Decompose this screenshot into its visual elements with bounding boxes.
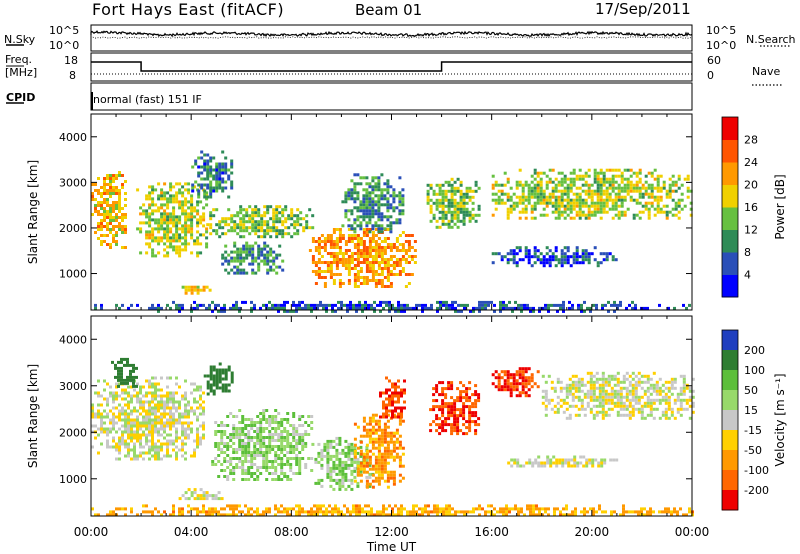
velocity-colorbar-tick-5: -50 (744, 444, 762, 457)
power-ytick-label-2: 3000 (59, 176, 87, 189)
power-colorbar-tick-4: 20 (744, 179, 758, 192)
nsearch-line (90, 36, 692, 39)
velocity-ytick-label-0: 1000 (59, 473, 87, 486)
velocity-ytick-label-1: 2000 (59, 426, 87, 439)
velocity-colorbar-segment-7 (722, 470, 738, 491)
n-tick-bottom-right: 10^0 (706, 39, 737, 52)
xtick-label-1: 04:00 (174, 525, 209, 539)
velocity-colorbar-segment-1 (722, 350, 738, 371)
power-colorbar-segment-5 (722, 162, 738, 185)
velocity-ytick-label-2: 3000 (59, 380, 87, 393)
power-colorbar-segment-1 (722, 252, 738, 275)
power-colorbar-frame (721, 116, 739, 298)
velocity-colorbar-label: Velocity [m s⁻¹] (773, 373, 787, 466)
velocity-ylabel: Slant Range [km] (26, 364, 40, 468)
power-colorbar-tick-0: 4 (744, 269, 751, 282)
velocity-ytick-label-3: 4000 (59, 333, 87, 346)
velocity-colorbar-tick-1: 100 (744, 364, 765, 377)
freq-unit: [MHz] (5, 66, 38, 79)
nave-tick-top: 60 (707, 54, 721, 67)
cpid-label: CPID (6, 91, 36, 104)
velocity-colorbar-tick-3: 15 (744, 404, 758, 417)
freq-label: Freq. (5, 53, 33, 66)
velocity-colorbar-tick-7: -200 (744, 484, 769, 497)
velocity-colorbar-segment-8 (722, 490, 738, 511)
nave-tick-bottom: 0 (707, 69, 714, 82)
cpid-panel (90, 82, 693, 111)
velocity-colorbar-tick-0: 200 (744, 344, 765, 357)
cpid-text: normal (fast) 151 IF (93, 93, 202, 106)
nsearch-label: N.Search (746, 33, 796, 46)
nave-label: Nave (752, 65, 781, 78)
beam-label: Beam 01 (355, 1, 423, 19)
power-colorbar-tick-2: 12 (744, 224, 758, 237)
power-colorbar-tick-6: 28 (744, 134, 758, 147)
power-colorbar-tick-5: 24 (744, 156, 758, 169)
xtick-label-0: 00:00 (74, 525, 109, 539)
n-tick-top-right: 10^5 (706, 24, 737, 37)
velocity-colorbar-segment-6 (722, 450, 738, 471)
velocity-colorbar-tick-2: 50 (744, 384, 758, 397)
power-colorbar-segment-7 (722, 117, 738, 140)
n-tick-top-left: 10^5 (49, 24, 80, 37)
velocity-colorbar-tick-6: -100 (744, 464, 769, 477)
velocity-colorbar-segment-0 (722, 330, 738, 351)
power-ytick-label-0: 1000 (59, 268, 87, 281)
xtick-label-4: 16:00 (474, 525, 509, 539)
power-ytick-label-1: 2000 (59, 222, 87, 235)
chart-title: Fort Hays East (fitACF) (92, 0, 285, 19)
date-label: 17/Sep/2011 (595, 0, 691, 18)
velocity-colorbar-segment-2 (722, 370, 738, 391)
velocity-colorbar-segment-5 (722, 430, 738, 451)
velocity-colorbar-segment-3 (722, 390, 738, 411)
freq-panel (90, 52, 693, 82)
xlabel: Time UT (366, 540, 417, 554)
nsky-label: N.Sky (4, 33, 36, 46)
velocity-colorbar-segment-4 (722, 410, 738, 431)
power-colorbar-tick-1: 8 (744, 246, 751, 259)
power-colorbar-segment-4 (722, 184, 738, 208)
freq-tick-bottom: 8 (69, 69, 76, 82)
power-colorbar-segment-6 (722, 139, 738, 163)
xtick-label-6: 00:00 (675, 525, 710, 539)
freq-line (91, 61, 692, 72)
xtick-label-2: 08:00 (274, 525, 309, 539)
power-ylabel: Slant Range [km] (26, 160, 40, 264)
power-colorbar-segment-2 (722, 229, 738, 253)
power-colorbar-segment-0 (722, 274, 738, 298)
power-colorbar-label: Power [dB] (773, 174, 787, 239)
n-tick-bottom-left: 10^0 (49, 39, 80, 52)
velocity-colorbar-tick-4: -15 (744, 424, 762, 437)
power-ytick-label-3: 4000 (59, 131, 87, 144)
heatmap-power (91, 150, 693, 313)
power-colorbar-tick-3: 16 (744, 201, 758, 214)
power-colorbar-segment-3 (722, 207, 738, 230)
freq-tick-top: 18 (64, 54, 78, 67)
heatmap-velocity (91, 357, 695, 517)
velocity-colorbar-frame (721, 329, 739, 511)
xtick-label-5: 20:00 (575, 525, 610, 539)
nsky-line (90, 30, 693, 38)
xtick-label-3: 12:00 (374, 525, 409, 539)
